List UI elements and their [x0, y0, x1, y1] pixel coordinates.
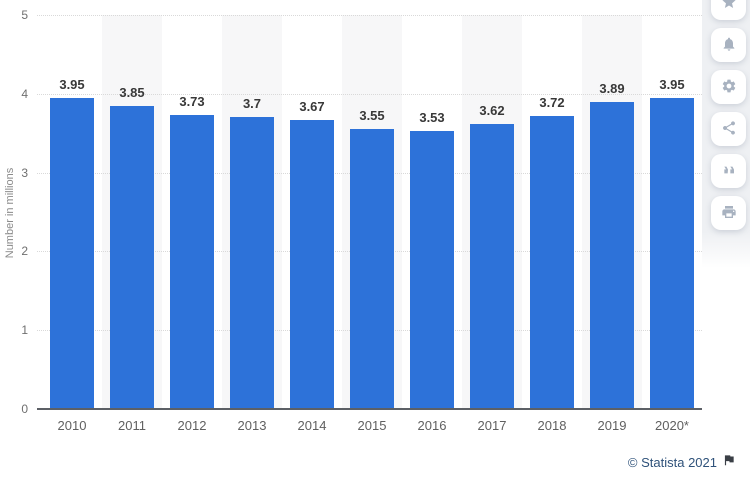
y-tick-label: 0 — [21, 402, 28, 416]
x-tick-label: 2011 — [118, 418, 146, 433]
x-axis-line — [37, 408, 702, 410]
x-tick-label: 2019 — [597, 418, 627, 433]
x-tick-label: 2017 — [477, 418, 507, 433]
bar-value-label: 3.85 — [119, 84, 145, 100]
x-tick-label: 2016 — [417, 418, 447, 433]
gear-icon — [721, 78, 737, 97]
footer: © Statista 2021 — [628, 453, 736, 472]
bell-icon — [721, 36, 737, 55]
bar-2014[interactable] — [290, 119, 334, 408]
x-tick-label: 2013 — [237, 418, 267, 433]
bar-value-label: 3.55 — [359, 108, 385, 124]
bar-2011[interactable] — [110, 105, 154, 408]
bar-2012[interactable] — [170, 115, 214, 408]
quote-icon — [721, 162, 737, 181]
bar-value-label: 3.62 — [479, 102, 505, 118]
share-button[interactable] — [711, 112, 746, 146]
bar-value-label: 3.53 — [419, 109, 445, 125]
y-tick-label: 1 — [21, 323, 28, 338]
y-tick-label: 2 — [21, 244, 28, 259]
bar-value-label: 3.89 — [599, 81, 625, 97]
cite-button[interactable] — [711, 154, 746, 188]
flag-icon — [722, 453, 736, 472]
bar-2020*[interactable] — [650, 97, 694, 408]
bar-2019[interactable] — [590, 102, 634, 408]
bar-value-label: 3.95 — [59, 76, 85, 92]
printer-icon — [721, 204, 737, 223]
bar-2017[interactable] — [470, 123, 514, 408]
gridline — [37, 93, 702, 95]
x-tick-label: 2020* — [655, 418, 689, 433]
share-icon — [721, 120, 737, 139]
y-axis-title: Number in millions — [4, 167, 16, 259]
toolbar — [702, 0, 750, 290]
x-tick-label: 2015 — [357, 418, 387, 433]
x-tick-label: 2012 — [177, 418, 207, 433]
settings-button[interactable] — [711, 70, 746, 104]
bar-value-label: 3.7 — [242, 96, 262, 112]
bar-value-label: 3.67 — [299, 98, 325, 114]
x-tick-label: 2010 — [57, 418, 87, 433]
bar-value-label: 3.73 — [179, 94, 205, 110]
favorite-button[interactable] — [711, 0, 746, 20]
y-tick-label: 5 — [21, 8, 28, 22]
gridline — [37, 15, 702, 16]
bar-value-label: 3.72 — [539, 94, 565, 110]
x-tick-label: 2018 — [537, 418, 567, 433]
y-tick-label: 4 — [21, 86, 28, 101]
bar-2018[interactable] — [530, 115, 574, 408]
bar-2010[interactable] — [50, 97, 94, 408]
print-button[interactable] — [711, 196, 746, 230]
y-tick-label: 3 — [21, 165, 28, 180]
bar-2015[interactable] — [350, 129, 394, 408]
statista-copyright-link[interactable]: © Statista 2021 — [627, 455, 717, 470]
bar-2013[interactable] — [230, 117, 274, 408]
alerts-button[interactable] — [711, 28, 746, 62]
x-tick-label: 2014 — [297, 418, 327, 433]
bar-2016[interactable] — [410, 130, 454, 408]
star-icon — [721, 0, 737, 13]
bar-value-label: 3.95 — [659, 76, 685, 92]
